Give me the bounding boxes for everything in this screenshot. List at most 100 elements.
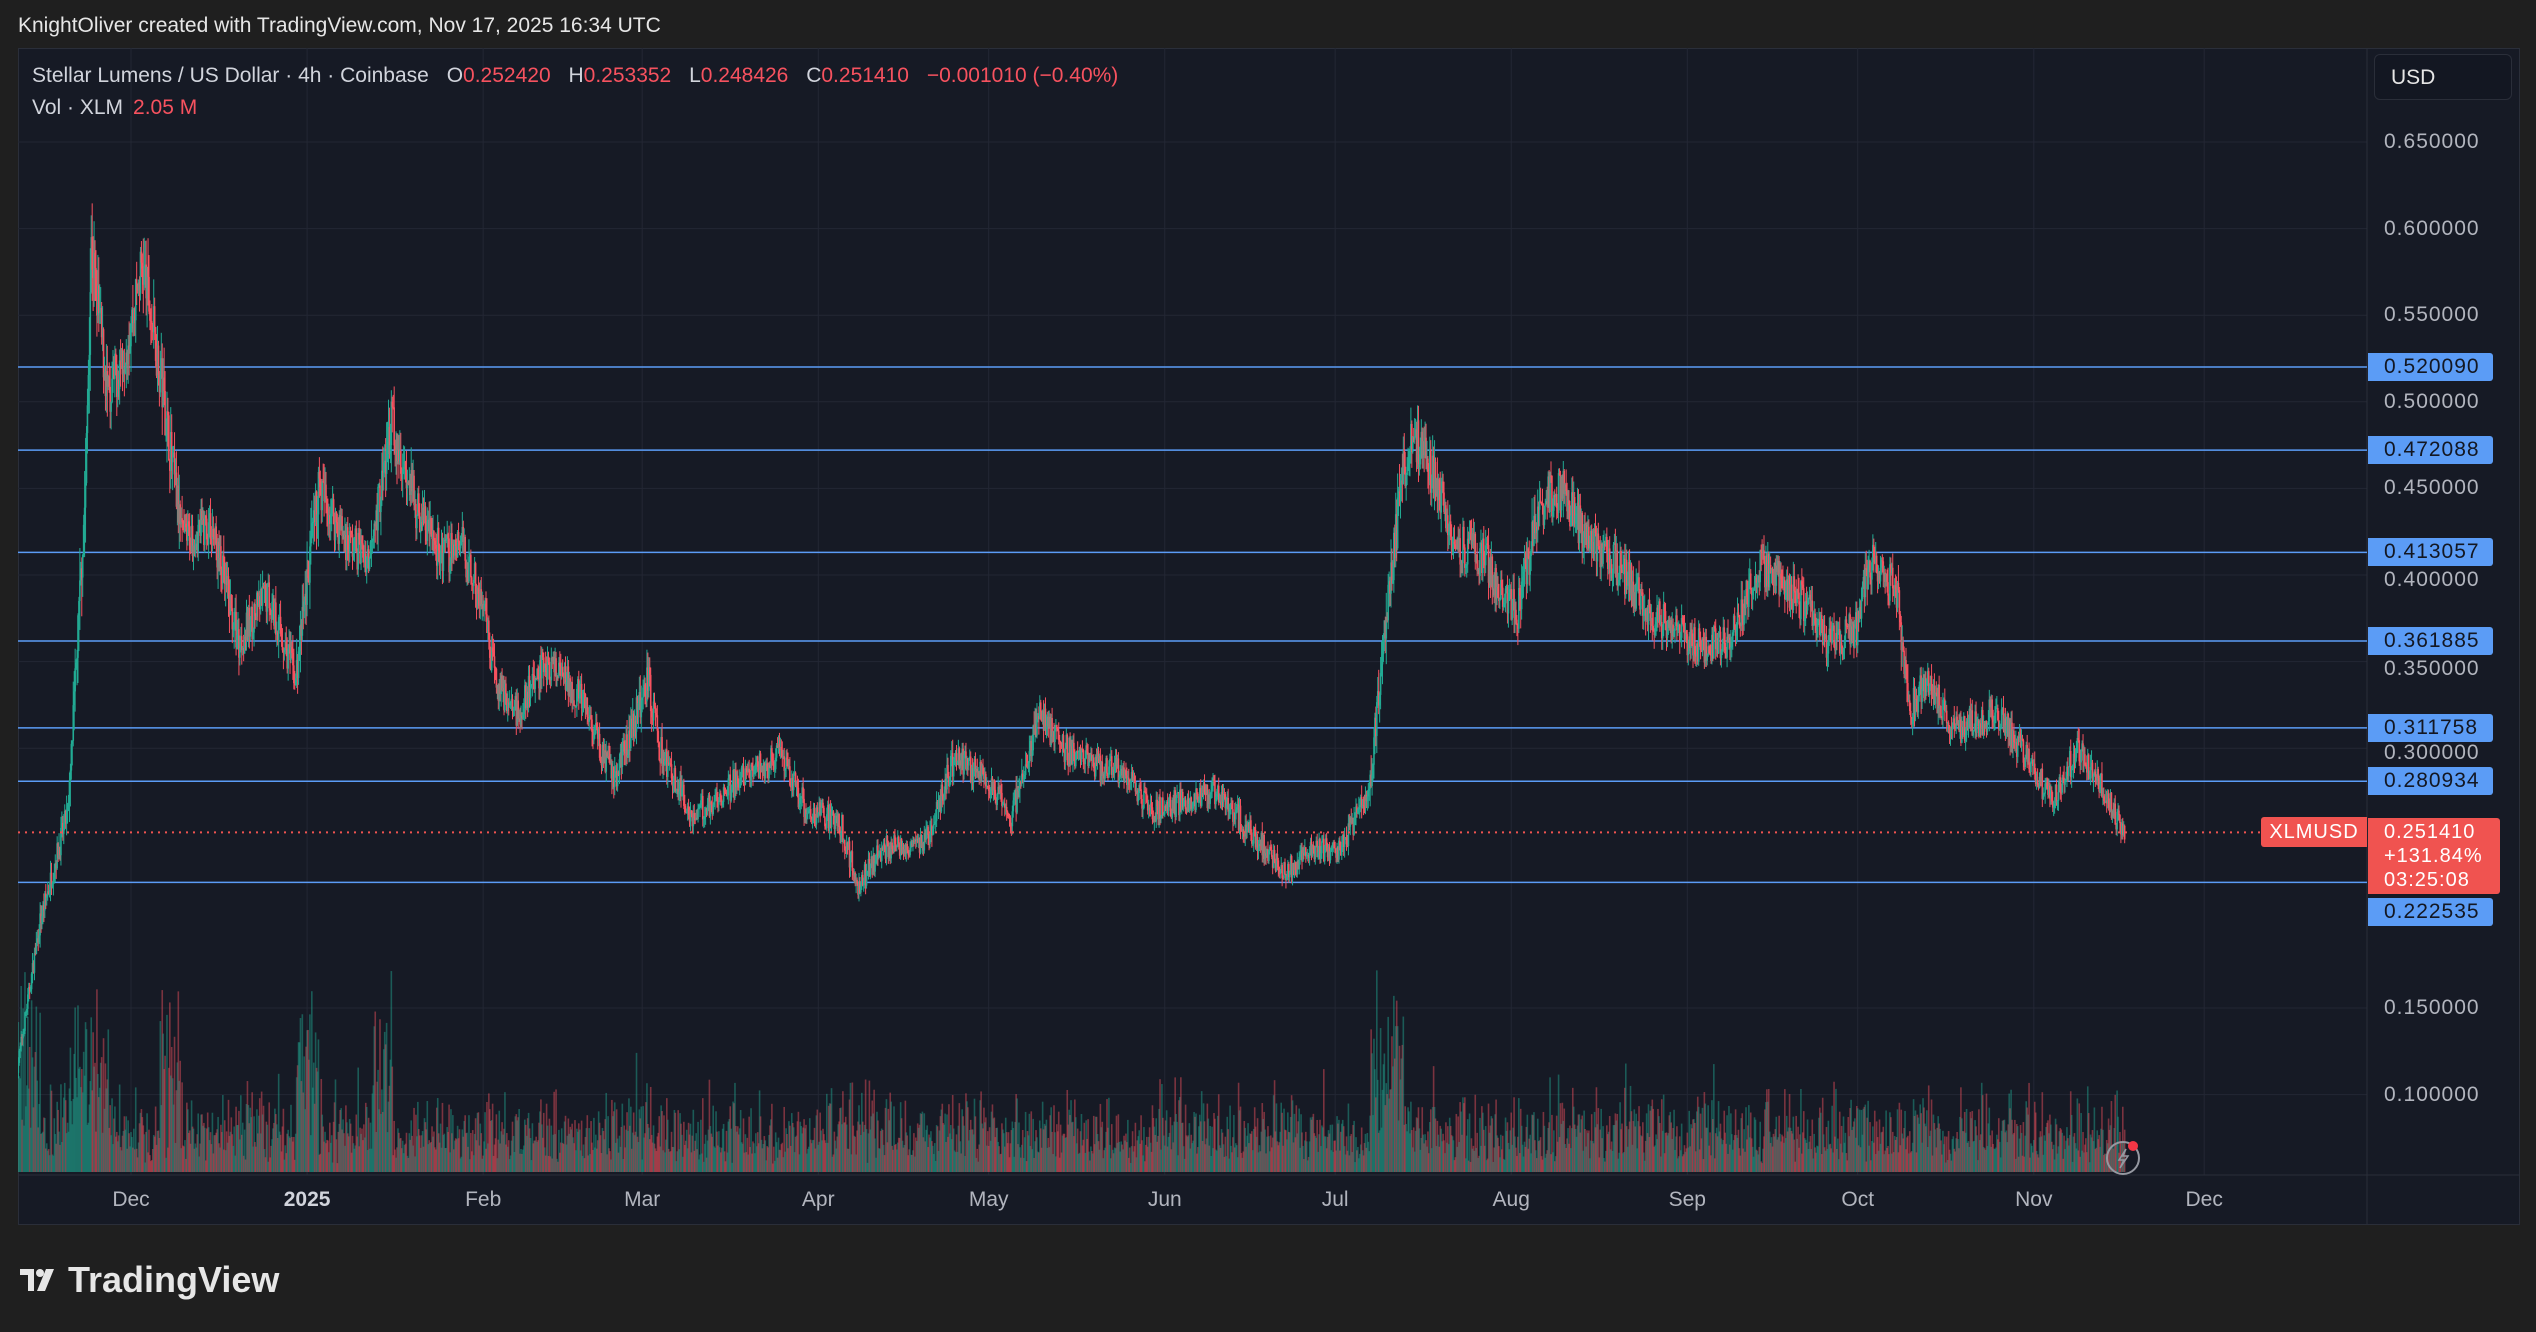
candle-body	[71, 740, 74, 744]
volume-bar	[727, 1121, 730, 1172]
candle-body	[419, 521, 422, 533]
volume-bar	[1446, 1142, 1448, 1172]
volume-bar	[195, 1147, 198, 1172]
candle-body	[1282, 878, 1284, 880]
volume-bar	[1749, 1112, 1752, 1172]
candle-body	[1015, 789, 1017, 813]
volume-bar	[481, 1158, 484, 1172]
volume-bar	[608, 1148, 610, 1172]
volume-bar	[1873, 1110, 1876, 1172]
volume-bar	[1587, 1133, 1589, 1172]
volume-bar	[1314, 1135, 1317, 1172]
volume-bar	[1462, 1097, 1464, 1172]
candle-body	[775, 745, 778, 758]
volume-bar	[338, 1123, 341, 1172]
candle-body	[865, 871, 868, 886]
volume-bar	[624, 1147, 626, 1172]
volume-bar	[1861, 1134, 1864, 1172]
candle-body	[631, 713, 634, 727]
volume-bar	[859, 1124, 861, 1172]
volume-bar	[2008, 1093, 2010, 1172]
candle-body	[1052, 731, 1054, 737]
candle-body	[1256, 836, 1259, 851]
volume-bar	[460, 1156, 463, 1172]
candle-body	[1104, 772, 1106, 779]
candle-body	[864, 864, 867, 886]
volume-bar	[127, 1120, 129, 1172]
candle-body	[1310, 842, 1313, 856]
candle-body	[862, 880, 865, 886]
candle-body	[932, 828, 934, 836]
volume-bar	[1206, 1103, 1209, 1172]
volume-bar	[404, 1143, 407, 1172]
volume-bar	[214, 1135, 217, 1172]
volume-bar	[1325, 1148, 1328, 1172]
volume-bar	[2095, 1147, 2098, 1172]
candle-body	[816, 807, 819, 818]
volume-bar	[290, 1104, 292, 1172]
price-chart[interactable]	[18, 48, 2520, 1225]
volume-bar	[1854, 1118, 1856, 1172]
volume-bar	[197, 1113, 200, 1172]
candle-body	[924, 832, 927, 840]
candle-body	[449, 565, 451, 573]
volume-bar	[1324, 1136, 1327, 1172]
candle-body	[1243, 833, 1246, 837]
candle-body	[1009, 817, 1012, 825]
volume-bar	[1403, 1124, 1406, 1172]
volume-bar	[666, 1119, 669, 1172]
candle-body	[968, 756, 971, 758]
volume-bar	[1630, 1111, 1633, 1172]
candle-body	[583, 692, 586, 694]
volume-bar	[689, 1123, 692, 1172]
candle-body	[1222, 793, 1225, 802]
candle-body	[1219, 801, 1222, 805]
volume-bar	[488, 1109, 491, 1172]
candle-body	[621, 743, 624, 768]
volume-bar	[75, 1077, 77, 1172]
candle-body	[216, 543, 218, 568]
candle-body	[825, 826, 827, 829]
candle-body	[1311, 845, 1314, 856]
candle-body	[1122, 767, 1124, 776]
volume-bar	[1032, 1118, 1034, 1172]
candle-body	[1297, 860, 1300, 870]
candle-body	[567, 666, 570, 696]
candle-body	[1198, 800, 1200, 802]
chart-pane[interactable]	[18, 48, 2520, 1225]
volume-bar	[1485, 1160, 1488, 1172]
volume-bar	[701, 1153, 703, 1172]
candle-body	[1103, 773, 1105, 779]
volume-bar	[484, 1112, 486, 1172]
volume-bar	[47, 1149, 50, 1172]
volume-bar	[1964, 1132, 1967, 1172]
volume-bar	[979, 1100, 981, 1172]
candle-body	[612, 766, 614, 782]
volume-bar	[339, 1109, 342, 1172]
candle-body	[902, 846, 905, 854]
volume-bar	[1247, 1123, 1249, 1172]
candle-body	[989, 788, 992, 795]
candle-body	[439, 552, 442, 564]
candle-body	[1087, 752, 1089, 767]
volume-bar	[2088, 1162, 2091, 1172]
volume-bar	[1155, 1118, 1158, 1172]
volume-bar	[119, 1147, 122, 1172]
volume-bar	[1449, 1126, 1452, 1172]
volume-bar	[1275, 1103, 1278, 1172]
candle-body	[264, 585, 267, 590]
candle-body	[316, 514, 319, 523]
volume-bar	[918, 1124, 921, 1172]
volume-bar	[184, 1140, 186, 1172]
volume-bar	[1338, 1119, 1340, 1172]
volume-bar	[1340, 1131, 1342, 1172]
candle-body	[1003, 803, 1005, 805]
candle-body	[484, 603, 486, 605]
volume-bar	[154, 1106, 157, 1172]
candle-body	[1147, 807, 1150, 811]
volume-bar	[755, 1146, 758, 1172]
candle-body	[346, 527, 348, 560]
candle-body	[194, 543, 197, 554]
volume-bar	[1473, 1150, 1476, 1172]
volume-bar	[1246, 1135, 1248, 1172]
